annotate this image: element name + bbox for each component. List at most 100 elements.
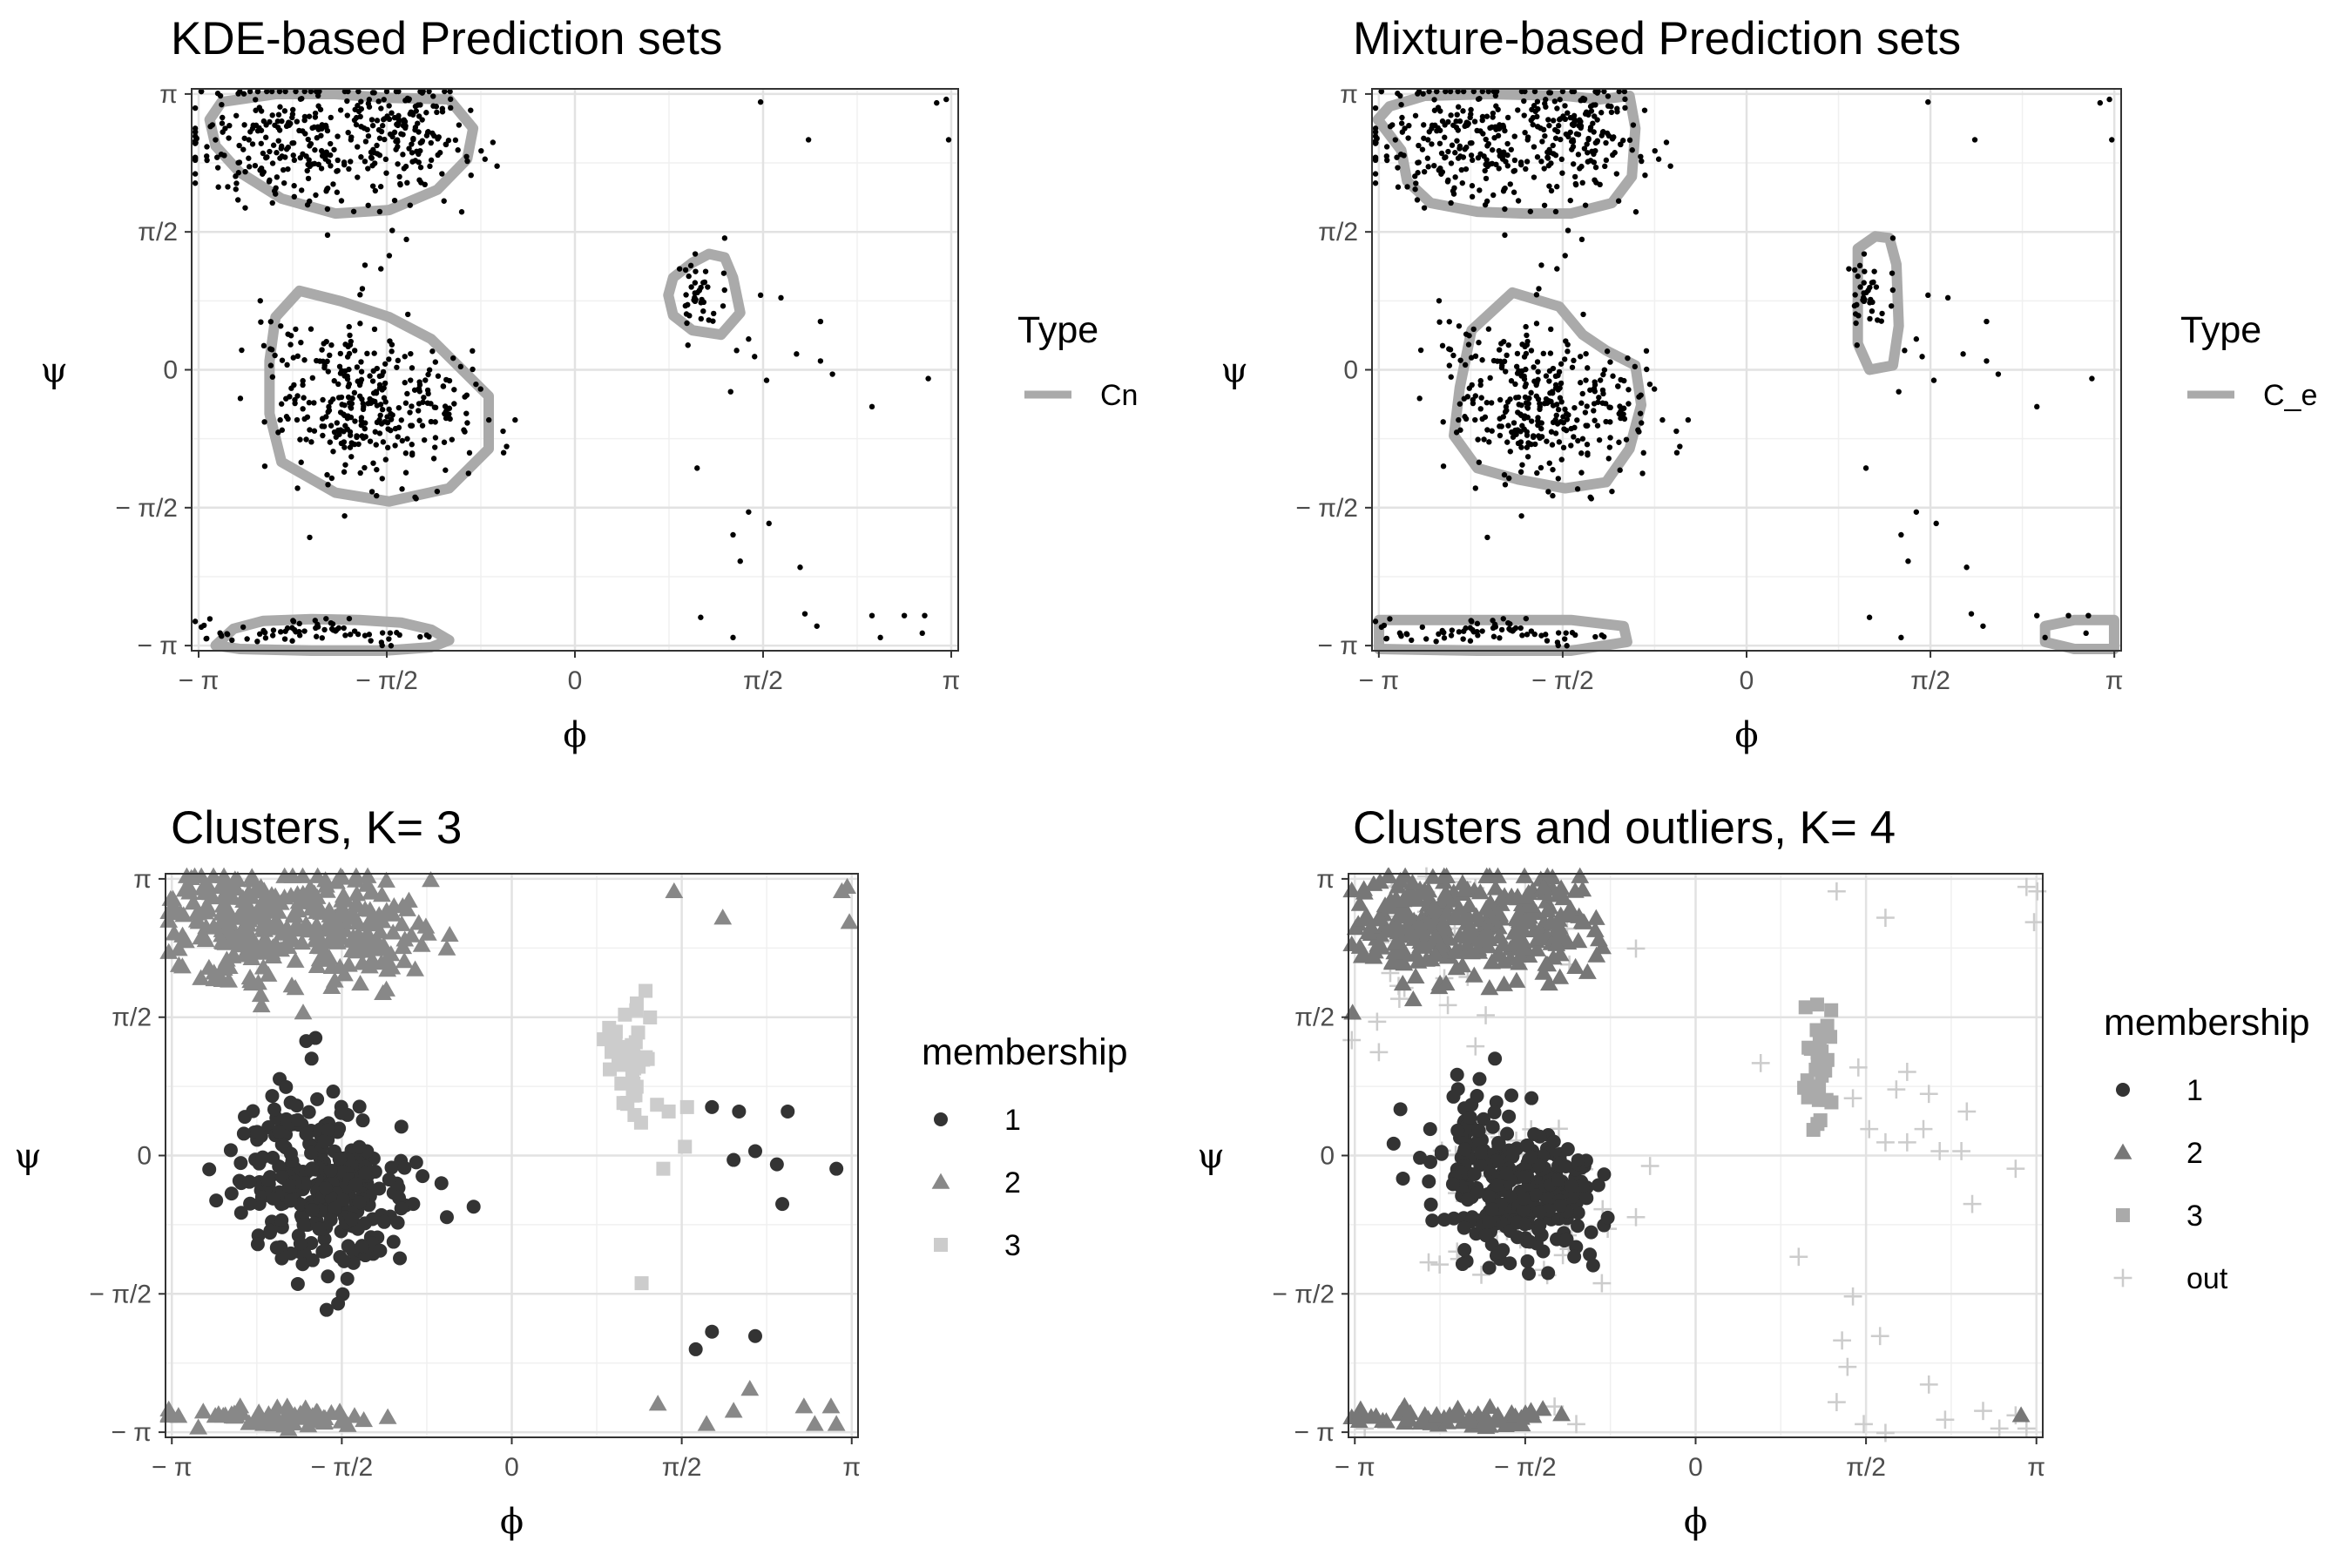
data-point bbox=[1493, 162, 1498, 167]
data-point bbox=[1556, 407, 1561, 412]
data-point bbox=[1429, 125, 1434, 131]
data-point bbox=[1463, 416, 1469, 422]
data-point bbox=[312, 1222, 326, 1236]
data-point bbox=[1488, 1051, 1502, 1065]
data-point bbox=[677, 266, 682, 271]
data-point bbox=[1553, 209, 1558, 214]
data-point bbox=[1395, 165, 1400, 170]
data-point bbox=[1534, 394, 1539, 399]
data-point bbox=[307, 199, 312, 204]
data-point bbox=[440, 109, 445, 114]
data-point bbox=[1553, 152, 1558, 158]
data-point bbox=[355, 103, 360, 108]
data-point bbox=[348, 159, 353, 164]
data-point bbox=[1592, 401, 1597, 406]
data-point bbox=[345, 112, 350, 118]
data-point bbox=[302, 131, 308, 136]
data-point bbox=[1440, 118, 1445, 124]
data-point bbox=[1605, 348, 1610, 354]
data-point bbox=[1499, 1166, 1513, 1180]
data-point bbox=[291, 1277, 305, 1291]
data-point bbox=[282, 108, 287, 113]
data-point bbox=[2034, 612, 2039, 618]
data-point bbox=[1914, 510, 1919, 515]
data-point bbox=[401, 118, 406, 124]
data-point bbox=[217, 631, 222, 636]
data-point bbox=[1846, 266, 1851, 271]
data-point bbox=[1553, 430, 1558, 436]
data-point bbox=[367, 373, 372, 378]
data-point bbox=[464, 159, 470, 164]
data-point bbox=[341, 513, 347, 518]
data-point bbox=[355, 364, 360, 369]
data-point bbox=[314, 634, 319, 639]
data-point bbox=[358, 1216, 372, 1230]
data-point bbox=[294, 485, 300, 490]
data-point bbox=[1624, 436, 1629, 442]
data-point bbox=[1585, 442, 1590, 447]
data-point bbox=[201, 623, 206, 628]
data-point bbox=[1479, 1228, 1493, 1242]
data-point bbox=[1511, 168, 1516, 173]
data-point bbox=[193, 140, 198, 145]
data-point bbox=[1642, 172, 1647, 178]
data-point bbox=[1593, 165, 1598, 170]
data-point bbox=[1553, 374, 1558, 379]
y-tick-label: − π bbox=[137, 632, 178, 660]
data-point bbox=[1869, 308, 1875, 314]
data-point bbox=[331, 147, 336, 152]
data-point bbox=[375, 402, 380, 408]
data-point bbox=[214, 154, 220, 159]
data-point bbox=[327, 408, 332, 413]
data-point bbox=[204, 636, 209, 641]
data-point bbox=[1580, 436, 1585, 442]
x-tick-label: 0 bbox=[1688, 1453, 1703, 1482]
data-point bbox=[362, 465, 367, 470]
y-tick-label: π bbox=[133, 865, 152, 894]
data-point bbox=[395, 1119, 409, 1133]
data-point bbox=[1585, 365, 1590, 370]
data-point bbox=[1502, 233, 1507, 238]
data-point bbox=[1544, 638, 1550, 643]
data-point bbox=[602, 1021, 616, 1035]
data-point bbox=[1516, 441, 1521, 446]
data-point bbox=[247, 164, 252, 169]
data-point bbox=[317, 1134, 331, 1148]
data-point bbox=[369, 163, 375, 168]
data-point bbox=[306, 176, 311, 181]
data-point bbox=[643, 1010, 657, 1024]
data-point bbox=[239, 348, 244, 353]
data-point bbox=[1436, 632, 1441, 637]
x-axis-label: ϕ bbox=[500, 1502, 524, 1542]
data-point bbox=[1393, 137, 1398, 142]
data-point bbox=[1482, 1189, 1496, 1203]
data-point bbox=[302, 114, 308, 119]
data-point bbox=[377, 374, 382, 379]
data-point bbox=[291, 355, 296, 360]
data-point bbox=[1492, 1246, 1506, 1260]
data-point bbox=[193, 156, 198, 161]
data-point bbox=[278, 629, 283, 634]
data-point bbox=[335, 133, 340, 139]
data-point bbox=[1493, 624, 1498, 629]
data-point bbox=[347, 616, 352, 621]
data-point bbox=[1550, 389, 1555, 394]
data-point bbox=[1585, 1226, 1598, 1240]
data-point bbox=[818, 358, 823, 363]
data-point bbox=[1871, 268, 1876, 274]
data-point bbox=[698, 285, 703, 290]
data-point bbox=[355, 1239, 368, 1253]
data-point bbox=[321, 1269, 335, 1283]
data-point bbox=[1463, 166, 1469, 172]
data-point bbox=[1485, 1202, 1499, 1216]
data-point bbox=[335, 158, 341, 163]
data-point bbox=[1531, 435, 1536, 440]
data-point bbox=[1638, 392, 1643, 397]
data-point bbox=[270, 200, 275, 206]
data-point bbox=[312, 147, 317, 152]
data-point bbox=[284, 146, 289, 152]
data-point bbox=[299, 187, 304, 193]
data-point bbox=[1533, 1205, 1547, 1219]
data-point bbox=[355, 174, 360, 179]
